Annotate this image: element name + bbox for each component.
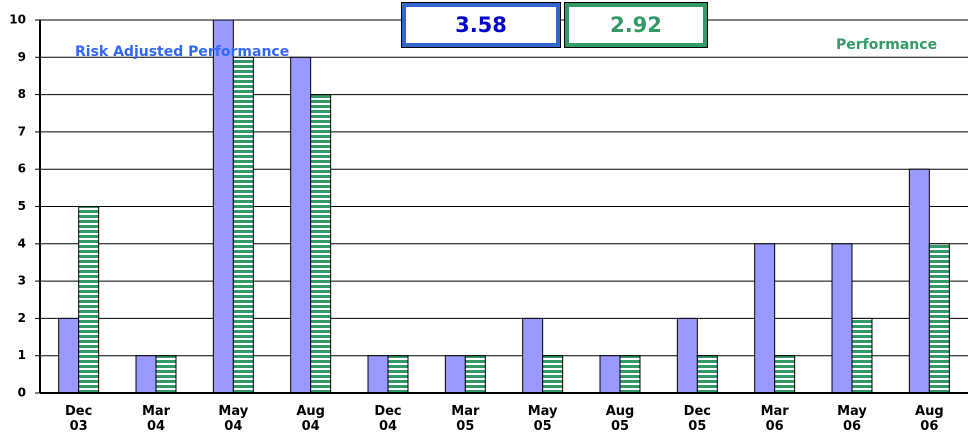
bar	[58, 317, 80, 394]
x-tick-label: Dec 04	[374, 404, 402, 434]
y-tick-label: 1	[18, 348, 26, 362]
bar	[464, 355, 486, 394]
x-tick-label: May 04	[218, 404, 249, 434]
summary-box: 3.58	[401, 2, 561, 48]
y-tick-label: 4	[18, 236, 26, 250]
summary-box: 2.92	[564, 2, 708, 48]
y-tick-label: 0	[18, 386, 26, 400]
bar	[754, 243, 776, 394]
x-tick-label: May 06	[837, 404, 867, 434]
bar	[676, 317, 698, 394]
bar	[522, 317, 544, 394]
bar	[908, 168, 930, 394]
bar	[232, 56, 254, 394]
bar	[542, 355, 564, 394]
y-tick-label: 6	[18, 162, 26, 176]
bar	[928, 243, 950, 394]
x-tick-label: May 05	[527, 404, 558, 434]
bar	[444, 355, 466, 394]
bar	[774, 355, 796, 394]
x-tick-label: Aug 04	[296, 404, 325, 434]
bar	[851, 317, 873, 394]
x-tick-label: Mar 05	[451, 404, 480, 434]
y-tick-label: 5	[18, 199, 26, 213]
y-tick-label: 3	[18, 274, 26, 288]
legend-label: Performance	[836, 37, 937, 53]
bar	[155, 355, 177, 394]
bar	[831, 243, 853, 394]
bar	[212, 19, 234, 394]
bar	[310, 94, 332, 394]
legend-label: Risk Adjusted Performance	[75, 44, 289, 60]
y-tick-label: 9	[18, 50, 26, 64]
bar	[599, 355, 621, 394]
x-tick-label: Aug 06	[915, 404, 944, 434]
y-tick-label: 7	[18, 124, 26, 138]
y-tick-label: 8	[18, 87, 26, 101]
bar	[290, 56, 312, 394]
x-tick-label: Mar 06	[760, 404, 789, 434]
bar	[367, 355, 389, 394]
x-tick-label: Dec 03	[64, 404, 93, 434]
bar	[696, 355, 718, 394]
bar	[78, 206, 100, 394]
y-tick-label: 10	[9, 13, 26, 27]
x-tick-label: Aug 05	[605, 404, 635, 434]
bar	[619, 355, 641, 394]
x-tick-label: Dec 05	[683, 404, 711, 434]
x-tick-label: Mar 04	[141, 404, 171, 434]
bar	[387, 355, 409, 394]
y-tick-label: 2	[18, 311, 26, 325]
bar	[135, 355, 157, 394]
